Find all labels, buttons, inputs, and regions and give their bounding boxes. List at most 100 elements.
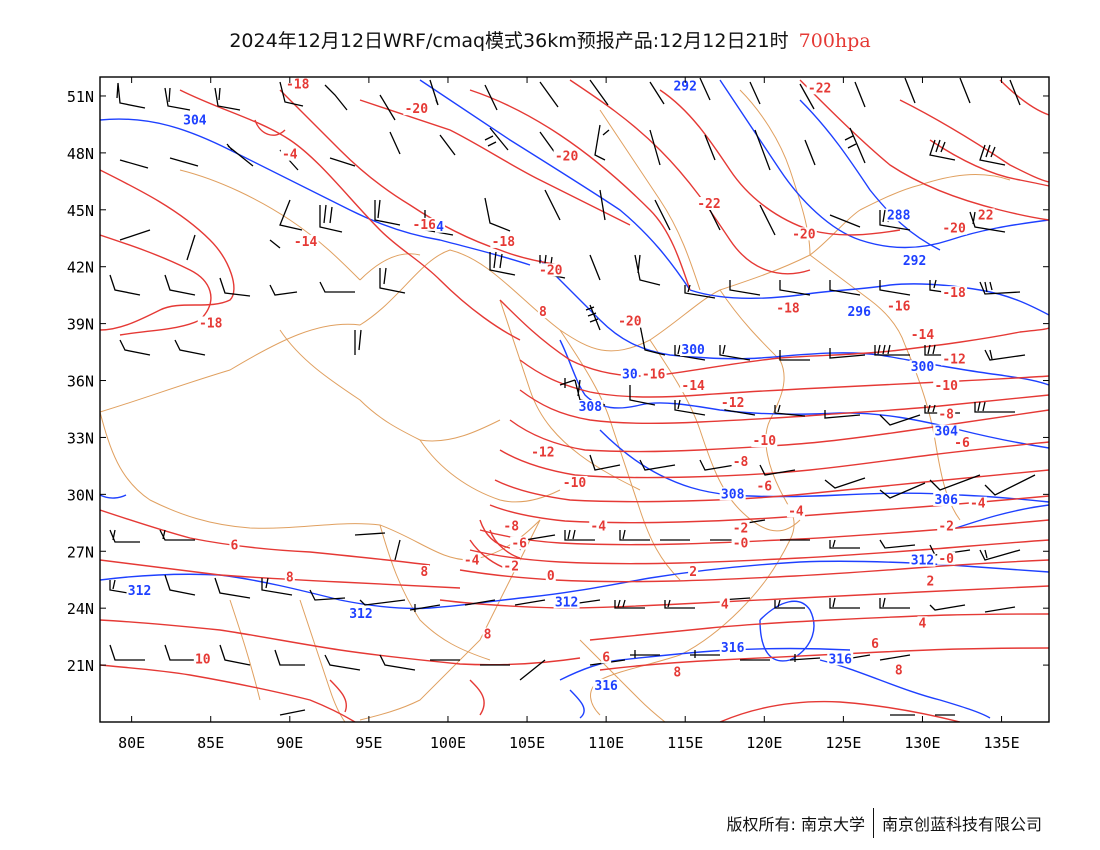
temperature-contour-label-bg [537, 263, 564, 277]
height-contour-label-bg [901, 253, 928, 267]
height-contours [100, 79, 1049, 719]
height-contour-label-bg [909, 553, 936, 567]
temperature-contour-label: 8 [420, 565, 428, 580]
temperature-contour-label-bg [937, 407, 956, 421]
temperature-contour-label-bg [490, 234, 517, 248]
footer-separator [872, 808, 874, 838]
lat-tick-label: 21N [67, 657, 94, 675]
temperature-contour-label: -22 [697, 197, 720, 212]
pressure-level: 700hpa [798, 30, 871, 52]
temperature-contour-label-bg [806, 81, 833, 95]
temperature-contour-label-bg [502, 559, 521, 573]
temperature-contour-label-bg [719, 396, 746, 410]
temperature-contour-label: -16 [412, 218, 436, 233]
temperature-contour-label-bg [925, 574, 936, 588]
temperature-contour-label: -20 [618, 315, 642, 330]
lat-tick-label: 36N [67, 373, 94, 391]
temperature-contour-label-bg [419, 565, 430, 579]
temperature-contour-label: -20 [405, 102, 429, 117]
lon-tick-label: 135E [983, 734, 1019, 752]
temperature-contour-label-bg [731, 536, 750, 550]
temperature-contour-label: 6 [231, 538, 239, 553]
company-text: 南京创蓝科技有限公司 [881, 815, 1042, 834]
height-contour-label-bg [593, 678, 620, 692]
temperature-contour-label: 8 [895, 664, 903, 679]
temperature-contour-label: 6 [602, 650, 610, 665]
height-contour-label: 292 [673, 79, 696, 94]
temperature-contour-label-bg [601, 650, 612, 664]
temperature-contour-label: -6 [954, 436, 970, 451]
copyright-text: 版权所有: 南京大学 [726, 815, 865, 834]
height-contour-label: 288 [887, 208, 911, 223]
temperature-contour-label: -16 [642, 368, 666, 383]
temperature-contour-label-bg [561, 475, 588, 489]
height-contour-label-bg [435, 219, 446, 233]
height-contour-label-bg [846, 305, 873, 319]
temperature-contour-label-bg [403, 102, 430, 116]
temperature-contour-label-bg [462, 553, 481, 567]
lon-tick-label: 115E [667, 734, 703, 752]
temperature-contour-label: -18 [286, 77, 310, 92]
height-contour-label-bg [672, 79, 699, 93]
temperature-contour-label: -4 [282, 148, 298, 163]
lon-tick-label: 110E [588, 734, 624, 752]
temperature-label-layer: -18-20-4 -20-22-22-20 -2022-14-16-18-20-18… [193, 77, 995, 681]
height-contour-label: 292 [903, 254, 926, 269]
lon-tick-label: 95E [355, 734, 382, 752]
lat-tick-label: 30N [67, 486, 94, 504]
temperature-contour-label: -2 [938, 520, 954, 535]
temperature-contour-label: -12 [721, 396, 744, 411]
temperature-contour-label-bg [680, 379, 707, 393]
temperature-contour-label: -16 [887, 299, 911, 314]
lat-tick-label: 48N [67, 145, 94, 163]
lon-tick-label: 100E [430, 734, 466, 752]
height-contour-label-bg [719, 487, 746, 501]
lon-tick-label: 130E [904, 734, 940, 752]
height-contour-label: 308 [579, 400, 603, 415]
temperature-contour-label: -12 [942, 353, 965, 368]
longitude-axis: 80E 85E 90E 95E 100E 105E 110E 115E 120E 125E 130E… [118, 77, 1020, 752]
temperature-contour-label: 10 [195, 652, 211, 667]
temperature-contour-label: -8 [733, 455, 749, 470]
temperature-contour-label: 2 [689, 565, 697, 580]
temperature-contour-label-bg [790, 227, 817, 241]
lat-tick-label: 39N [67, 316, 94, 334]
temperature-contour-label-bg [537, 305, 548, 319]
temperature-contour-label-bg [197, 316, 224, 330]
height-contour-label-bg [553, 595, 580, 609]
temperature-contour-label: 2 [926, 575, 934, 590]
temperature-contour-label-bg [545, 568, 556, 582]
temperature-contour-label: 6 [871, 637, 879, 652]
temperature-contour-label-bg [941, 352, 968, 366]
temperature-contour-label: -20 [792, 227, 816, 242]
lat-tick-label: 27N [67, 543, 94, 561]
temperature-contour-label-bg [731, 455, 750, 468]
temperature-contour-label-bg [751, 434, 778, 448]
temperature-contour-label: -8 [938, 408, 954, 423]
height-contour-label: 30 [622, 368, 638, 383]
temperature-contour-label: -20 [942, 222, 966, 237]
height-contour-label-bg [181, 113, 208, 127]
temperature-contour-label: -10 [753, 434, 777, 449]
temperature-contour-label-bg [292, 234, 319, 248]
temperature-contour-label-bg [280, 147, 299, 161]
temperature-contour-label-bg [917, 616, 928, 630]
lat-tick-label: 33N [67, 429, 94, 447]
height-contour-label: 306 [934, 493, 958, 508]
temperature-contour-label-bg [411, 217, 438, 231]
height-contour-label: 296 [847, 305, 871, 320]
temperature-contour-label-bg [502, 519, 521, 533]
height-contour-label: 300 [911, 360, 935, 375]
temperature-contour-label-bg [893, 663, 904, 677]
temperature-contour-label-bg [909, 327, 936, 341]
footer-credits: 版权所有: 南京大学 南京创蓝科技有限公司 [726, 808, 1042, 838]
temperature-contour-label-bg [968, 496, 987, 510]
temperature-contour-label-bg [193, 652, 212, 666]
temperature-contour-label: 4 [919, 616, 927, 631]
title-text: 2024年12月12日WRF/cmaq模式36km预报产品:12月12日21时 [229, 30, 789, 52]
height-contour-label-bg [347, 606, 374, 620]
temperature-contour-label-bg [284, 77, 311, 91]
temperature-contour-label: 8 [286, 571, 294, 586]
temperature-contour-label-bg [640, 367, 667, 381]
